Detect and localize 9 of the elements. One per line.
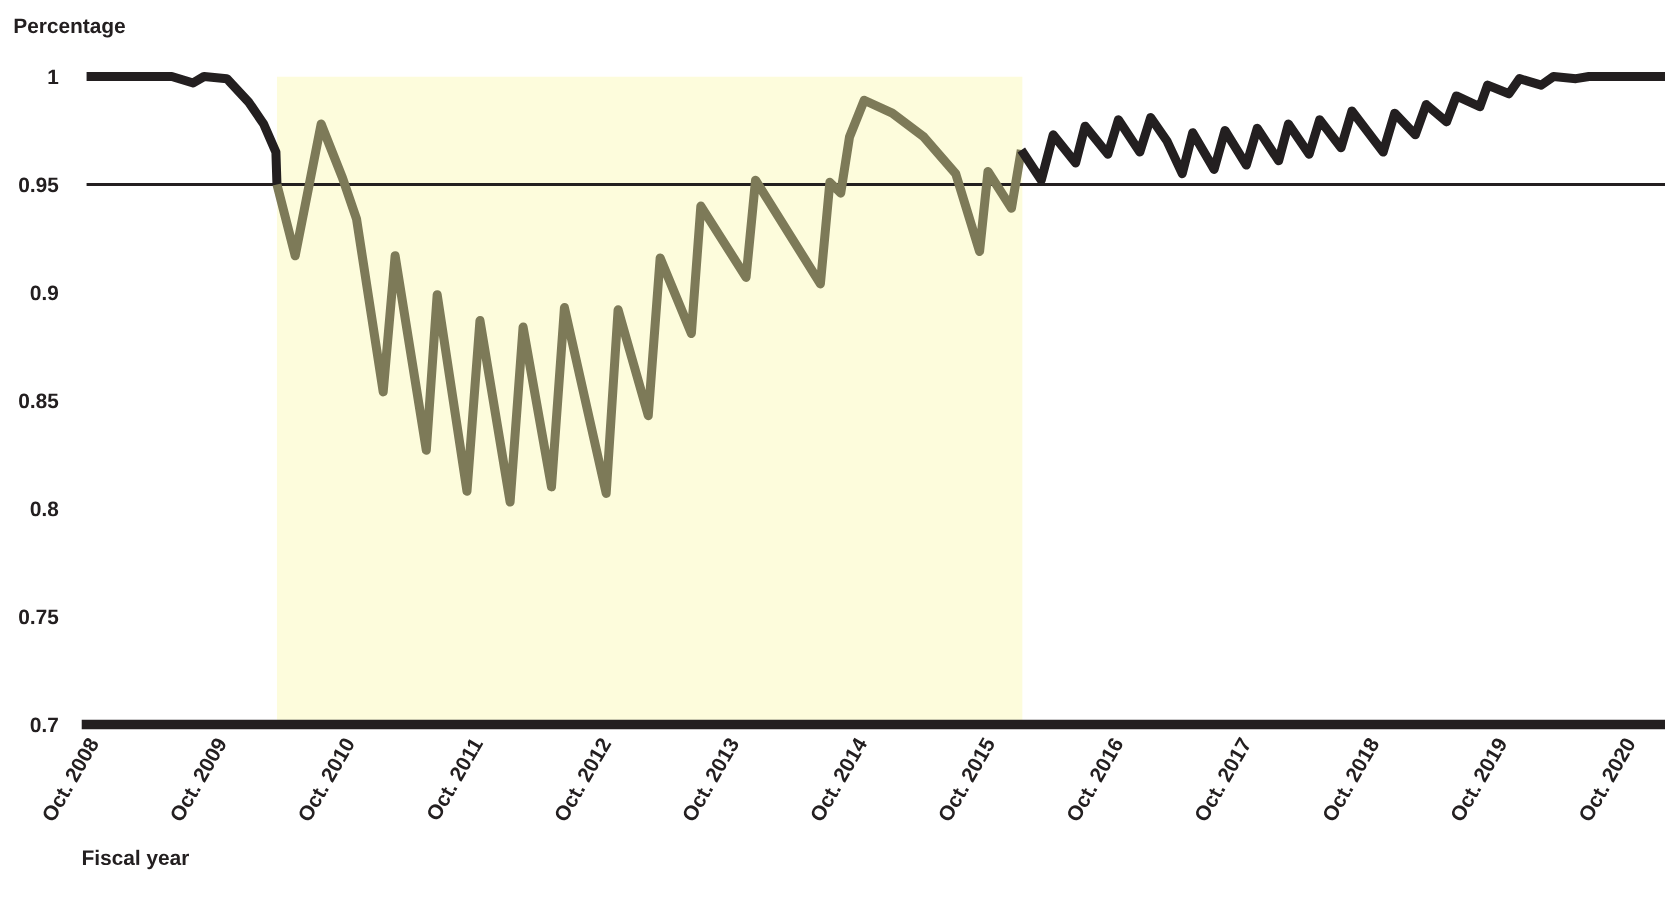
x-axis-title: Fiscal year [82, 849, 189, 870]
y-tick-label: 0.75 [19, 609, 59, 625]
y-tick-label: 0.85 [19, 393, 59, 409]
y-axis-title: Percentage [14, 18, 125, 38]
y-tick-label: 0.7 [30, 717, 58, 733]
y-tick-label: 1 [48, 69, 59, 85]
y-tick-label: 0.9 [30, 285, 59, 301]
y-tick-label: 0.8 [30, 501, 59, 517]
y-tick-label: 0.95 [19, 177, 59, 193]
